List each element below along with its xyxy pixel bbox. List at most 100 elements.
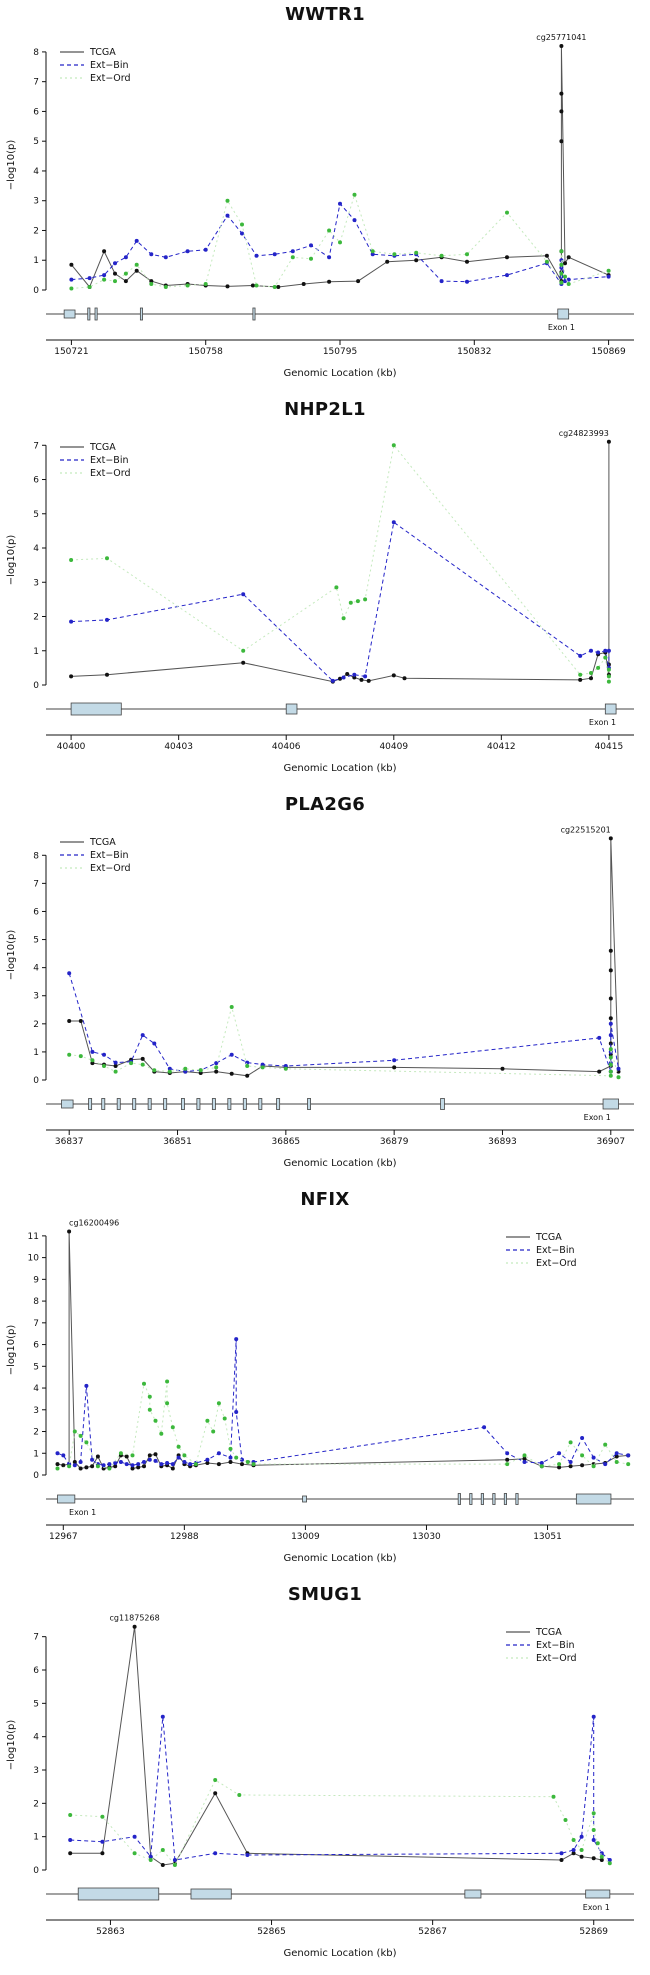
data-point xyxy=(606,648,611,653)
series-ext-ord xyxy=(67,1005,621,1080)
data-point xyxy=(370,249,375,254)
y-tick-label: 7 xyxy=(33,78,39,88)
data-point xyxy=(213,1791,218,1796)
data-point xyxy=(78,1054,83,1059)
data-point xyxy=(414,258,419,263)
x-tick-label: 40400 xyxy=(57,742,86,752)
legend-label: Ext−Bin xyxy=(90,60,129,71)
data-point xyxy=(225,198,230,203)
data-point xyxy=(142,1381,146,1386)
y-tick-label: 6 xyxy=(33,1341,39,1351)
data-point xyxy=(522,1460,527,1464)
data-point xyxy=(603,1442,608,1447)
x-tick-label: 12967 xyxy=(49,1532,78,1542)
x-tick-label: 36907 xyxy=(596,1137,625,1147)
data-point xyxy=(130,1453,135,1458)
data-point xyxy=(182,1460,187,1464)
y-tick-label: 5 xyxy=(33,510,39,520)
x-tick-label: 52863 xyxy=(96,1927,125,1937)
data-point xyxy=(563,274,567,279)
data-point xyxy=(568,1464,573,1469)
panel-pla2g6: PLA2G6 0 1 2 3 4 5 6 7 8 −log10(p) 36837 36851 36865… xyxy=(0,790,650,1185)
data-point xyxy=(100,1851,105,1856)
data-point xyxy=(614,1454,619,1459)
chart-title-nfix: NFIX xyxy=(300,1189,350,1210)
y-tick-label: 7 xyxy=(33,1633,39,1643)
data-point xyxy=(152,1041,157,1046)
exon-box xyxy=(557,308,570,320)
data-point xyxy=(61,1453,66,1458)
data-point xyxy=(134,262,139,267)
y-tick-label: 8 xyxy=(33,1297,39,1307)
x-tick-label: 36865 xyxy=(272,1137,301,1147)
data-point xyxy=(240,231,244,236)
data-point xyxy=(113,1060,118,1065)
data-point xyxy=(260,1065,265,1070)
legend: TCGA Ext−Bin Ext−Ord xyxy=(60,47,131,84)
data-point xyxy=(229,1052,234,1057)
data-point xyxy=(140,1062,145,1067)
exon-box xyxy=(503,1493,508,1505)
data-point xyxy=(596,665,601,670)
data-point xyxy=(589,648,593,653)
data-point xyxy=(391,673,396,678)
data-point xyxy=(608,968,613,973)
data-point xyxy=(616,1075,621,1080)
x-tick-label: 150832 xyxy=(457,347,491,357)
x-tick-label: 40415 xyxy=(595,742,624,752)
data-point xyxy=(580,1453,585,1458)
exon-box xyxy=(116,1098,121,1110)
data-point xyxy=(559,91,564,96)
exon-box xyxy=(285,703,298,715)
data-point xyxy=(608,1052,613,1057)
legend-label: Ext−Bin xyxy=(536,1245,575,1256)
data-point xyxy=(608,1021,613,1026)
peak-annotation: cg11875268 xyxy=(110,1614,160,1623)
series-line xyxy=(70,1626,602,1866)
panel-nhp2l1: NHP2L1 0 1 2 3 4 5 6 7 −log10(p) 40400 40403 40406 4… xyxy=(0,395,650,790)
data-point xyxy=(87,285,92,289)
exon-box xyxy=(163,1098,168,1110)
data-point xyxy=(522,1456,527,1461)
data-point xyxy=(172,1858,177,1862)
data-point xyxy=(557,1462,562,1467)
data-point xyxy=(571,1848,576,1852)
data-point xyxy=(352,675,357,680)
data-point xyxy=(240,1462,244,1467)
data-point xyxy=(272,285,277,289)
x-tick-label: 52865 xyxy=(257,1927,286,1937)
data-point xyxy=(140,1033,145,1038)
data-point xyxy=(160,1863,165,1867)
y-axis-label: −log10(p) xyxy=(6,140,17,191)
data-point xyxy=(72,1460,77,1464)
gene-track: Exon 1 xyxy=(46,307,634,332)
chart-wwtr1: 0 1 2 3 4 5 6 7 8 −log10(p) 150721 150758 150795 1508… xyxy=(6,33,634,379)
data-point xyxy=(185,283,190,288)
data-point xyxy=(123,271,128,276)
data-point xyxy=(159,1462,164,1467)
data-point xyxy=(234,1455,239,1460)
exon-box xyxy=(61,1099,74,1109)
exon1-label: Exon 1 xyxy=(548,323,575,332)
data-point xyxy=(392,1065,397,1070)
data-point xyxy=(147,1453,152,1458)
data-point xyxy=(105,556,109,561)
data-point xyxy=(90,1058,95,1063)
y-tick-label: 1 xyxy=(33,256,39,266)
exon-box xyxy=(57,1494,76,1504)
data-point xyxy=(251,1462,256,1467)
peak-annotation: cg16200496 xyxy=(69,1219,119,1228)
data-point xyxy=(134,238,139,243)
y-tick-label: 5 xyxy=(33,1362,39,1372)
data-point xyxy=(163,255,168,260)
x-tick-label: 52869 xyxy=(579,1927,608,1937)
chart-title-smug1: SMUG1 xyxy=(287,1584,363,1605)
y-tick-label: 3 xyxy=(33,1766,39,1776)
data-point xyxy=(130,1466,135,1471)
data-point xyxy=(608,1047,613,1052)
data-point xyxy=(608,1055,613,1060)
x-tick-label: 40406 xyxy=(272,742,301,752)
exon-box xyxy=(480,1493,484,1505)
data-point xyxy=(559,265,564,270)
data-point xyxy=(272,252,277,257)
